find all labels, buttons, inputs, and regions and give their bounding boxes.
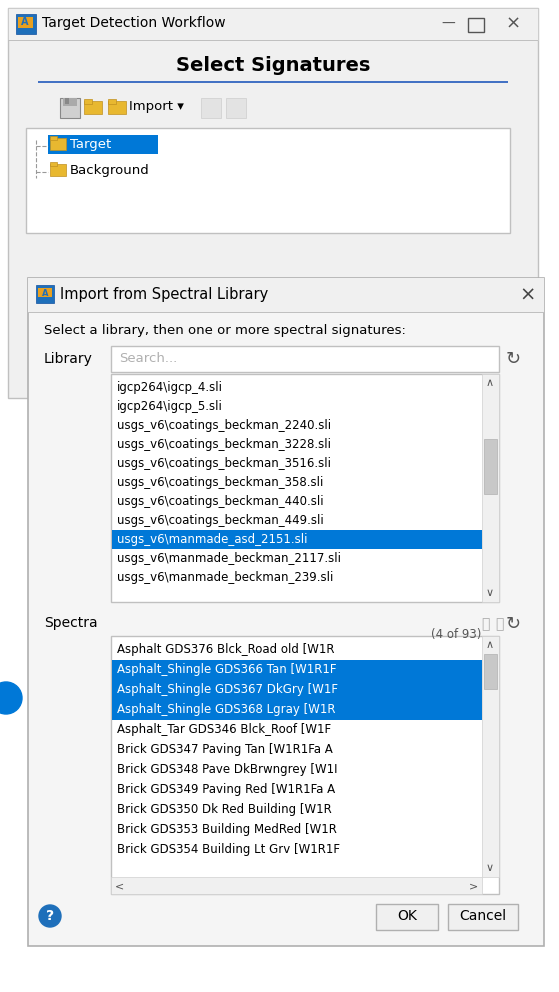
Text: <: < (115, 881, 125, 891)
Bar (111, 346, 499, 372)
Bar (376, 904, 438, 930)
Text: usgs_v6\manmade_beckman_2117.sli: usgs_v6\manmade_beckman_2117.sli (117, 552, 341, 565)
Text: Search...: Search... (119, 352, 177, 365)
Text: Target: Target (70, 138, 111, 151)
Bar (201, 98, 221, 118)
Text: Brick GDS354 Building Lt Grv [W1R1F: Brick GDS354 Building Lt Grv [W1R1F (117, 843, 340, 856)
Text: usgs_v6\coatings_beckman_3516.sli: usgs_v6\coatings_beckman_3516.sli (117, 457, 331, 470)
Bar (50, 162, 57, 166)
Text: A: A (42, 289, 48, 298)
Text: ?: ? (46, 909, 54, 923)
Text: usgs_v6\manmade_asd_2151.sli: usgs_v6\manmade_asd_2151.sli (117, 533, 307, 546)
Text: Brick GDS350 Dk Red Building [W1R: Brick GDS350 Dk Red Building [W1R (117, 803, 331, 816)
Text: Background: Background (70, 164, 150, 177)
Bar (448, 904, 518, 930)
Bar (8, 40, 538, 41)
Text: usgs_v6\coatings_beckman_449.sli: usgs_v6\coatings_beckman_449.sli (117, 514, 324, 527)
Bar (112, 700, 482, 720)
Text: Cancel: Cancel (459, 909, 506, 923)
Text: Import ▾: Import ▾ (129, 100, 184, 113)
Bar (28, 312, 544, 313)
Bar (112, 530, 482, 549)
Text: ⧈: ⧈ (495, 617, 503, 631)
Text: usgs_v6\coatings_beckman_440.sli: usgs_v6\coatings_beckman_440.sli (117, 495, 324, 508)
Text: Target Detection Workflow: Target Detection Workflow (42, 16, 226, 30)
Bar (84, 101, 102, 114)
Bar (63, 98, 77, 106)
Text: Asphalt_Shingle GDS368 Lgray [W1R: Asphalt_Shingle GDS368 Lgray [W1R (117, 703, 335, 716)
Text: Asphalt_Shingle GDS366 Tan [W1R1F: Asphalt_Shingle GDS366 Tan [W1R1F (117, 663, 337, 676)
Bar (108, 99, 116, 104)
Bar (484, 439, 497, 494)
Bar (482, 374, 499, 602)
Bar (8, 8, 538, 40)
Text: OK: OK (397, 909, 417, 923)
Text: Library: Library (44, 352, 93, 366)
Bar (482, 636, 499, 877)
Text: —: — (441, 17, 455, 31)
Text: Brick GDS347 Paving Tan [W1R1Fa A: Brick GDS347 Paving Tan [W1R1Fa A (117, 743, 333, 756)
Bar (484, 654, 497, 689)
Text: ∨: ∨ (486, 863, 494, 873)
Text: ∧: ∧ (486, 640, 494, 650)
Bar (28, 278, 544, 946)
Bar (111, 877, 482, 894)
Text: ↻: ↻ (505, 350, 520, 368)
Text: Select Signatures: Select Signatures (176, 56, 370, 75)
Bar (84, 99, 92, 104)
Text: (4 of 93): (4 of 93) (431, 628, 481, 641)
Text: Brick GDS353 Building MedRed [W1R: Brick GDS353 Building MedRed [W1R (117, 823, 337, 836)
Bar (65, 98, 69, 104)
Bar (48, 135, 158, 154)
Bar (18, 17, 33, 28)
Text: usgs_v6\coatings_beckman_2240.sli: usgs_v6\coatings_beckman_2240.sli (117, 419, 331, 432)
Text: Brick GDS348 Pave DkBrwngrey [W1I: Brick GDS348 Pave DkBrwngrey [W1I (117, 763, 338, 776)
Bar (28, 278, 544, 312)
Text: Spectra: Spectra (44, 616, 98, 630)
Circle shape (0, 682, 22, 714)
Bar (50, 136, 57, 140)
Text: ∧: ∧ (486, 378, 494, 388)
Text: igcp264\igcp_5.sli: igcp264\igcp_5.sli (117, 400, 223, 413)
Bar (226, 98, 246, 118)
Bar (36, 285, 54, 303)
Text: ↻: ↻ (505, 615, 520, 633)
Bar (111, 636, 499, 894)
Bar (112, 660, 482, 680)
Text: Select a library, then one or more spectral signatures:: Select a library, then one or more spect… (44, 324, 406, 337)
Text: usgs_v6\coatings_beckman_3228.sli: usgs_v6\coatings_beckman_3228.sli (117, 438, 331, 451)
Bar (50, 164, 66, 176)
Bar (38, 81, 508, 83)
Bar (16, 14, 36, 34)
Text: Brick GDS349 Paving Red [W1R1Fa A: Brick GDS349 Paving Red [W1R1Fa A (117, 783, 335, 796)
Bar (26, 128, 510, 233)
Text: igcp264\igcp_4.sli: igcp264\igcp_4.sli (117, 381, 223, 394)
Bar (60, 98, 80, 118)
Bar (50, 138, 66, 150)
Text: usgs_v6\manmade_beckman_239.sli: usgs_v6\manmade_beckman_239.sli (117, 571, 333, 584)
Bar (108, 101, 126, 114)
Text: Asphalt GDS376 Blck_Road old [W1R: Asphalt GDS376 Blck_Road old [W1R (117, 643, 334, 656)
Text: A: A (21, 17, 29, 27)
Circle shape (39, 905, 61, 927)
Text: Asphalt_Shingle GDS367 DkGry [W1F: Asphalt_Shingle GDS367 DkGry [W1F (117, 683, 338, 696)
Text: ∨: ∨ (486, 588, 494, 598)
Bar (111, 374, 499, 602)
Text: Import from Spectral Library: Import from Spectral Library (60, 287, 268, 302)
Text: ×: × (505, 15, 520, 33)
Text: usgs_v6\coatings_beckman_358.sli: usgs_v6\coatings_beckman_358.sli (117, 476, 323, 489)
Bar (468, 18, 484, 32)
Text: ×: × (520, 286, 536, 305)
Text: Asphalt_Tar GDS346 Blck_Roof [W1F: Asphalt_Tar GDS346 Blck_Roof [W1F (117, 723, 331, 736)
Bar (112, 680, 482, 700)
Bar (38, 288, 52, 297)
Text: >: > (468, 881, 477, 891)
Bar (8, 8, 538, 398)
Text: ⧈: ⧈ (481, 617, 489, 631)
